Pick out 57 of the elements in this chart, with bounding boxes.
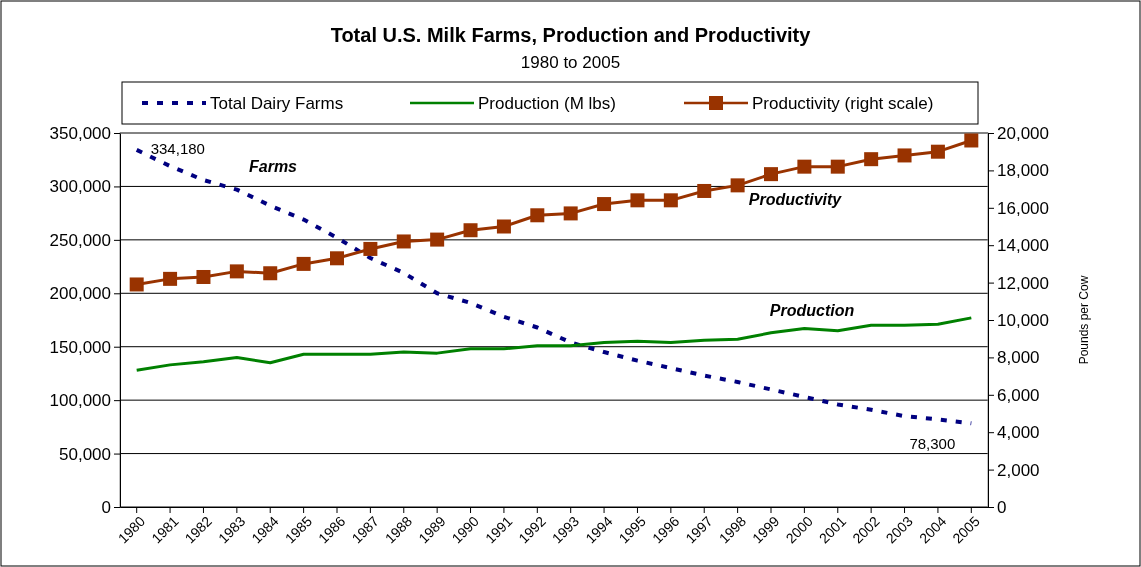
y2-tick-label: 4,000 [997, 423, 1040, 443]
y2-tick-label: 12,000 [997, 273, 1049, 293]
point [530, 208, 545, 223]
y2-tick-label: 10,000 [997, 310, 1049, 330]
point [396, 234, 411, 249]
y-tick-label: 50,000 [59, 444, 111, 464]
legend-label: Total Dairy Farms [210, 94, 344, 113]
y-tick-label: 150,000 [49, 337, 111, 357]
chart-title: Total U.S. Milk Farms, Production and Productivity [330, 24, 812, 46]
point [196, 269, 211, 284]
legend-label: Productivity (right scale) [752, 94, 934, 113]
annotation: Productivity [748, 191, 843, 208]
y2-tick-label: 14,000 [997, 236, 1049, 256]
chart-subtitle: 1980 to 2005 [520, 53, 621, 72]
point [597, 197, 612, 212]
point [830, 159, 845, 174]
point [730, 178, 745, 193]
point [864, 152, 879, 167]
y2-tick-label: 6,000 [997, 385, 1040, 405]
y-tick-label: 0 [101, 497, 111, 517]
point [229, 264, 244, 279]
point [296, 256, 311, 271]
y-tick-label: 250,000 [49, 230, 111, 250]
point [463, 223, 478, 238]
data-label: 334,180 [150, 139, 205, 157]
point [129, 277, 144, 292]
y2-tick-label: 18,000 [997, 161, 1049, 181]
y2-tick-label: 16,000 [997, 198, 1049, 218]
y-tick-label: 300,000 [49, 177, 111, 197]
point [163, 271, 178, 286]
point [897, 148, 912, 163]
y2-tick-label: 2,000 [997, 460, 1040, 480]
point [797, 159, 812, 174]
point [496, 219, 511, 234]
point [263, 266, 278, 281]
y2-tick-label: 8,000 [997, 348, 1040, 368]
point [697, 183, 712, 198]
y-tick-label: 200,000 [49, 284, 111, 304]
y2-tick-label: 0 [997, 497, 1007, 517]
y2-axis-title: Pounds per Cow [1077, 275, 1091, 365]
point [964, 133, 979, 148]
point [363, 241, 378, 256]
point [930, 144, 945, 159]
line-series [135, 316, 973, 372]
point [630, 193, 645, 208]
legend-label: Production (M lbs) [478, 94, 616, 113]
annotation: Farms [248, 158, 298, 175]
point [330, 251, 344, 266]
point [764, 167, 778, 182]
y2-tick-label: 20,000 [997, 123, 1049, 143]
y-tick-label: 100,000 [49, 391, 111, 411]
point [430, 232, 445, 247]
y-tick-label: 350,000 [49, 123, 111, 143]
point [663, 193, 678, 208]
data-label: 78,300 [909, 435, 956, 453]
annotation: Production [769, 302, 855, 319]
point [563, 206, 578, 221]
